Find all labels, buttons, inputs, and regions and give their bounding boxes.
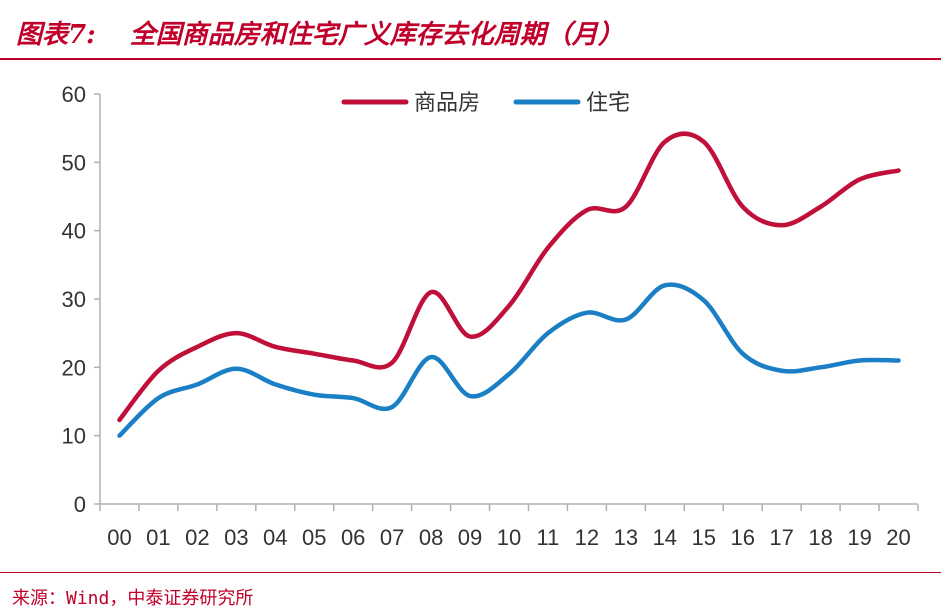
source-note: 来源：Wind，中泰证券研究所 <box>12 588 254 609</box>
y-tick-label: 30 <box>62 287 86 312</box>
x-tick-label: 07 <box>380 525 404 550</box>
x-tick-label: 09 <box>458 525 482 550</box>
x-tick-label: 16 <box>730 525 754 550</box>
x-tick-label: 20 <box>886 525 910 550</box>
x-tick-label: 12 <box>575 525 599 550</box>
x-tick-label: 02 <box>185 525 209 550</box>
series-line-residential <box>117 282 901 438</box>
x-tick-label: 15 <box>692 525 716 550</box>
x-tick-label: 18 <box>808 525 832 550</box>
line-chart: 0 10 20 30 40 50 60 00 01 02 03 04 05 06 07 08 09 10 11 12 1… <box>62 82 919 550</box>
y-tick-label: 40 <box>62 219 86 244</box>
y-tick-label: 60 <box>62 82 86 107</box>
legend-label: 住宅 <box>586 90 630 115</box>
source-divider <box>0 572 941 573</box>
x-tick-label: 19 <box>847 525 871 550</box>
figure-label: 图表7: <box>16 20 96 50</box>
x-tick-label: 10 <box>497 525 521 550</box>
x-tick-label: 11 <box>537 525 560 550</box>
x-tick-label: 08 <box>419 525 443 550</box>
x-tick-label: 14 <box>653 525 677 550</box>
x-tick-label: 05 <box>302 525 326 550</box>
x-tick-label: 06 <box>341 525 365 550</box>
figure-title-text: 全国商品房和住宅广义库存去化周期（月） <box>129 20 624 50</box>
x-tick-label: 01 <box>146 525 170 550</box>
figure-title: 图表7: 全国商品房和住宅广义库存去化周期（月） <box>16 14 624 51</box>
x-tick-label: 04 <box>263 525 287 550</box>
x-tick-label: 03 <box>224 525 248 550</box>
y-tick-label: 50 <box>62 150 86 175</box>
title-divider <box>0 58 941 60</box>
x-tick-label: 13 <box>614 525 638 550</box>
y-tick-label: 20 <box>62 355 86 380</box>
x-tick-label: 17 <box>769 525 793 550</box>
legend-label: 商品房 <box>414 90 480 115</box>
x-tick-label: 00 <box>107 525 131 550</box>
series-line-commercial <box>117 131 901 423</box>
figure-title-row: 图表7: 全国商品房和住宅广义库存去化周期（月） <box>0 0 941 62</box>
y-tick-label: 0 <box>74 492 86 517</box>
y-tick-label: 10 <box>62 424 86 449</box>
